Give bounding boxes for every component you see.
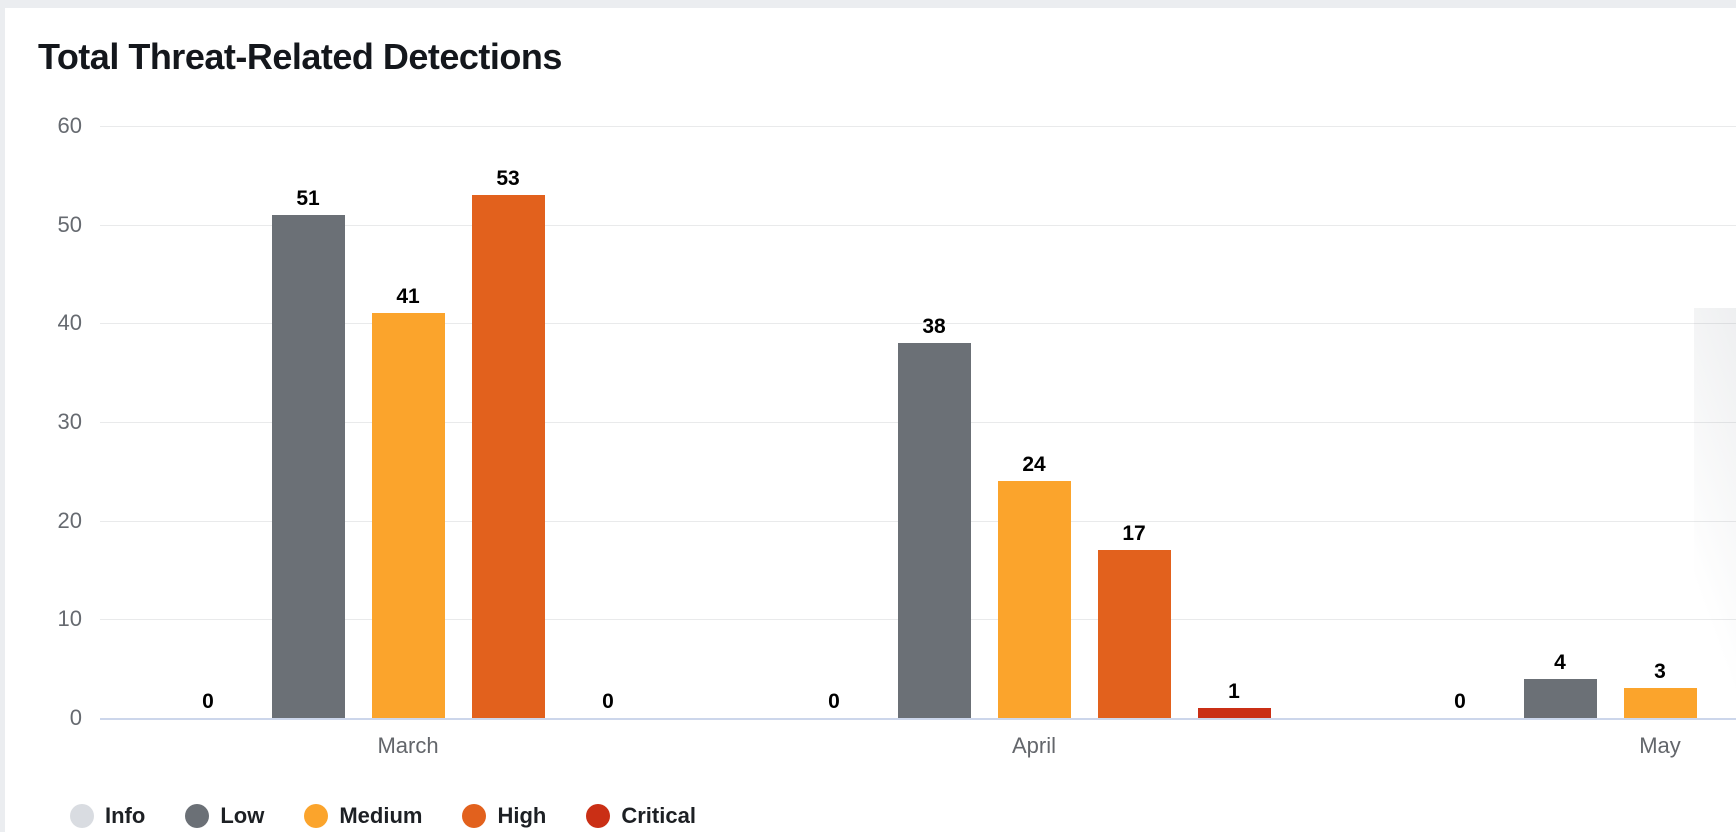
legend-label-low: Low bbox=[220, 803, 265, 828]
y-tick-label-20: 20 bbox=[57, 508, 82, 533]
bar-april-critical[interactable] bbox=[1198, 708, 1271, 718]
bar-value-label-may-medium: 3 bbox=[1654, 660, 1666, 683]
legend-item-high[interactable]: High bbox=[462, 803, 546, 829]
bar-april-high[interactable] bbox=[1098, 550, 1171, 718]
bar-may-medium[interactable] bbox=[1624, 688, 1697, 718]
legend-item-critical[interactable]: Critical bbox=[586, 803, 696, 829]
bar-value-label-april-medium: 24 bbox=[1022, 453, 1046, 476]
y-tick-label-40: 40 bbox=[57, 310, 82, 335]
legend-label-medium: Medium bbox=[339, 803, 423, 828]
bar-march-medium[interactable] bbox=[372, 313, 445, 718]
legend-label-high: High bbox=[497, 803, 547, 828]
bar-value-label-march-info: 0 bbox=[202, 690, 214, 713]
chart-card: Total Threat-Related Detections 0 10 20 30 4… bbox=[5, 8, 1736, 832]
bar-value-label-april-high: 17 bbox=[1122, 522, 1146, 545]
bar-value-label-march-low: 51 bbox=[296, 187, 320, 210]
gridline-50 bbox=[100, 225, 1736, 226]
legend-swatch-info-icon bbox=[70, 804, 94, 828]
y-tick-label-50: 50 bbox=[57, 212, 82, 237]
legend-label-info: Info bbox=[105, 803, 146, 828]
legend-item-low[interactable]: Low bbox=[185, 803, 264, 829]
x-axis-label-may: May bbox=[1639, 733, 1681, 758]
y-tick-label-0: 0 bbox=[69, 705, 82, 730]
bar-march-high[interactable] bbox=[472, 195, 545, 718]
gridline-40 bbox=[100, 323, 1736, 324]
legend-item-medium[interactable]: Medium bbox=[304, 803, 422, 829]
gridline-60 bbox=[100, 126, 1736, 127]
legend-swatch-medium-icon bbox=[304, 804, 329, 828]
y-tick-label-60: 60 bbox=[57, 113, 82, 138]
bar-value-label-may-info: 0 bbox=[1454, 690, 1466, 713]
bar-value-label-april-critical: 1 bbox=[1228, 680, 1240, 703]
chart-title: Total Threat-Related Detections bbox=[38, 36, 562, 77]
x-axis-label-march: March bbox=[377, 733, 439, 758]
bar-value-label-march-critical: 0 bbox=[602, 690, 614, 713]
legend-swatch-high-icon bbox=[462, 804, 487, 828]
bar-march-low[interactable] bbox=[272, 214, 345, 718]
legend-item-info[interactable]: Info bbox=[70, 803, 145, 829]
bar-april-low[interactable] bbox=[898, 343, 971, 718]
x-axis-baseline bbox=[100, 718, 1736, 720]
legend-swatch-low-icon bbox=[185, 804, 210, 828]
bar-value-label-march-medium: 41 bbox=[396, 285, 420, 308]
y-tick-label-10: 10 bbox=[57, 606, 82, 631]
bar-value-label-april-low: 38 bbox=[922, 315, 946, 338]
x-axis-label-april: April bbox=[1011, 733, 1056, 758]
legend-swatch-critical-icon bbox=[586, 804, 611, 828]
y-tick-label-30: 30 bbox=[57, 409, 82, 434]
bar-chart: 0 10 20 30 40 50 60 March 0 51 41 53 0 April 0 38 24 17 1 M… bbox=[5, 8, 1736, 832]
bar-april-medium[interactable] bbox=[998, 481, 1071, 718]
bar-value-label-april-info: 0 bbox=[828, 690, 840, 713]
chart-legend: Info Low Medium High Critical bbox=[70, 800, 696, 832]
legend-label-critical: Critical bbox=[621, 803, 696, 828]
bar-may-low[interactable] bbox=[1524, 678, 1597, 718]
bar-value-label-march-high: 53 bbox=[496, 167, 520, 190]
bar-value-label-may-low: 4 bbox=[1554, 651, 1566, 674]
